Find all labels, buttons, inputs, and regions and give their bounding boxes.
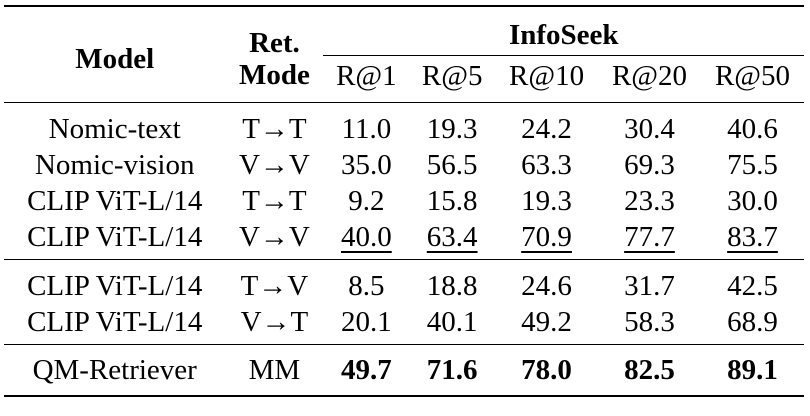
mode-cell: V→T xyxy=(240,306,309,338)
value-cell: 24.6 xyxy=(521,270,572,302)
value-cell-underlined: 63.4 xyxy=(409,219,495,260)
value-cell: 20.1 xyxy=(340,306,392,338)
model-cell: QM-Retriever xyxy=(32,354,197,386)
ret-mode-header-line2: Mode xyxy=(239,58,310,91)
value-cell-underlined: 70.9 xyxy=(495,219,598,260)
value-cell-underlined: 40.0 xyxy=(323,219,409,260)
metric-header-r5: R@5 xyxy=(421,60,483,92)
table-row: CLIP ViT-L/14 V→V 40.0 63.4 70.9 77.7 83… xyxy=(4,219,804,260)
value-cell: 68.9 xyxy=(727,306,778,338)
value-cell: 23.3 xyxy=(624,185,675,217)
value-cell: 35.0 xyxy=(340,149,392,181)
value-cell: 11.0 xyxy=(341,113,392,145)
underlined-value: 70.9 xyxy=(521,221,572,253)
value-cell: 30.4 xyxy=(624,113,675,145)
model-cell: CLIP ViT-L/14 xyxy=(27,221,203,253)
underlined-value: 83.7 xyxy=(727,221,778,253)
value-cell-bold: 82.5 xyxy=(624,354,675,386)
value-cell: 8.5 xyxy=(348,270,385,302)
value-cell: 24.2 xyxy=(521,113,572,145)
value-cell: 9.2 xyxy=(348,185,385,217)
value-cell: 56.5 xyxy=(426,149,478,181)
mode-cell: T→T xyxy=(242,113,307,145)
mode-cell: T→T xyxy=(242,185,307,217)
value-cell-underlined: 77.7 xyxy=(598,219,701,260)
value-cell-underlined: 83.7 xyxy=(701,219,804,260)
value-cell: 49.2 xyxy=(521,306,572,338)
ret-mode-header-line1: Ret. xyxy=(249,26,300,59)
value-cell: 31.7 xyxy=(624,270,675,302)
underlined-value: 40.0 xyxy=(340,221,392,253)
mode-cell: T→V xyxy=(240,270,309,302)
table-row: CLIP ViT-L/14 V→T 20.1 40.1 49.2 58.3 68… xyxy=(4,304,804,345)
value-cell: 69.3 xyxy=(624,149,675,181)
value-cell-bold: 89.1 xyxy=(727,354,778,386)
value-cell: 40.1 xyxy=(426,306,478,338)
metric-header-r10: R@10 xyxy=(509,60,585,92)
header-row-2: R@1 R@5 R@10 R@20 R@50 xyxy=(4,56,804,103)
underlined-value: 77.7 xyxy=(624,221,675,253)
model-cell: CLIP ViT-L/14 xyxy=(27,270,203,302)
ret-mode-header: Ret. Mode xyxy=(225,6,323,103)
value-cell: 18.8 xyxy=(426,270,478,302)
value-cell: 19.3 xyxy=(521,185,572,217)
model-cell: Nomic-text xyxy=(48,113,181,145)
value-cell: 30.0 xyxy=(727,185,778,217)
mode-cell: V→V xyxy=(238,221,310,253)
value-cell-bold: 49.7 xyxy=(340,354,392,386)
value-cell-bold: 78.0 xyxy=(521,354,572,386)
value-cell: 15.8 xyxy=(426,185,478,217)
results-table: Model Ret. Mode InfoSeek R@1 R@5 R@10 R@… xyxy=(4,5,804,397)
table-row: CLIP ViT-L/14 T→V 8.5 18.8 24.6 31.7 42.… xyxy=(4,259,804,305)
metric-header-r1: R@1 xyxy=(336,60,397,92)
model-header: Model xyxy=(75,42,155,75)
table-row: QM-Retriever MM 49.7 71.6 78.0 82.5 89.1 xyxy=(4,344,804,396)
value-cell: 63.3 xyxy=(521,149,572,181)
model-cell: Nomic-vision xyxy=(34,149,195,181)
model-cell: CLIP ViT-L/14 xyxy=(27,185,203,217)
value-cell: 75.5 xyxy=(727,149,778,181)
underlined-value: 63.4 xyxy=(426,221,478,253)
table-row: Nomic-vision V→V 35.0 56.5 63.3 69.3 75.… xyxy=(4,147,804,183)
value-cell: 58.3 xyxy=(624,306,675,338)
value-cell: 40.6 xyxy=(727,113,778,145)
metric-header-r50: R@50 xyxy=(714,60,791,92)
metric-header-r20: R@20 xyxy=(611,60,688,92)
mode-cell: MM xyxy=(248,354,301,386)
model-cell: CLIP ViT-L/14 xyxy=(27,306,203,338)
table-row: Nomic-text T→T 11.0 19.3 24.2 30.4 40.6 xyxy=(4,102,804,148)
mode-cell: V→V xyxy=(238,149,310,181)
table-row: CLIP ViT-L/14 T→T 9.2 15.8 19.3 23.3 30.… xyxy=(4,183,804,219)
infoseek-group-header: InfoSeek xyxy=(323,6,804,56)
value-cell: 42.5 xyxy=(727,270,778,302)
header-row-1: Model Ret. Mode InfoSeek xyxy=(4,6,804,91)
value-cell-bold: 71.6 xyxy=(426,354,478,386)
value-cell: 19.3 xyxy=(426,113,478,145)
